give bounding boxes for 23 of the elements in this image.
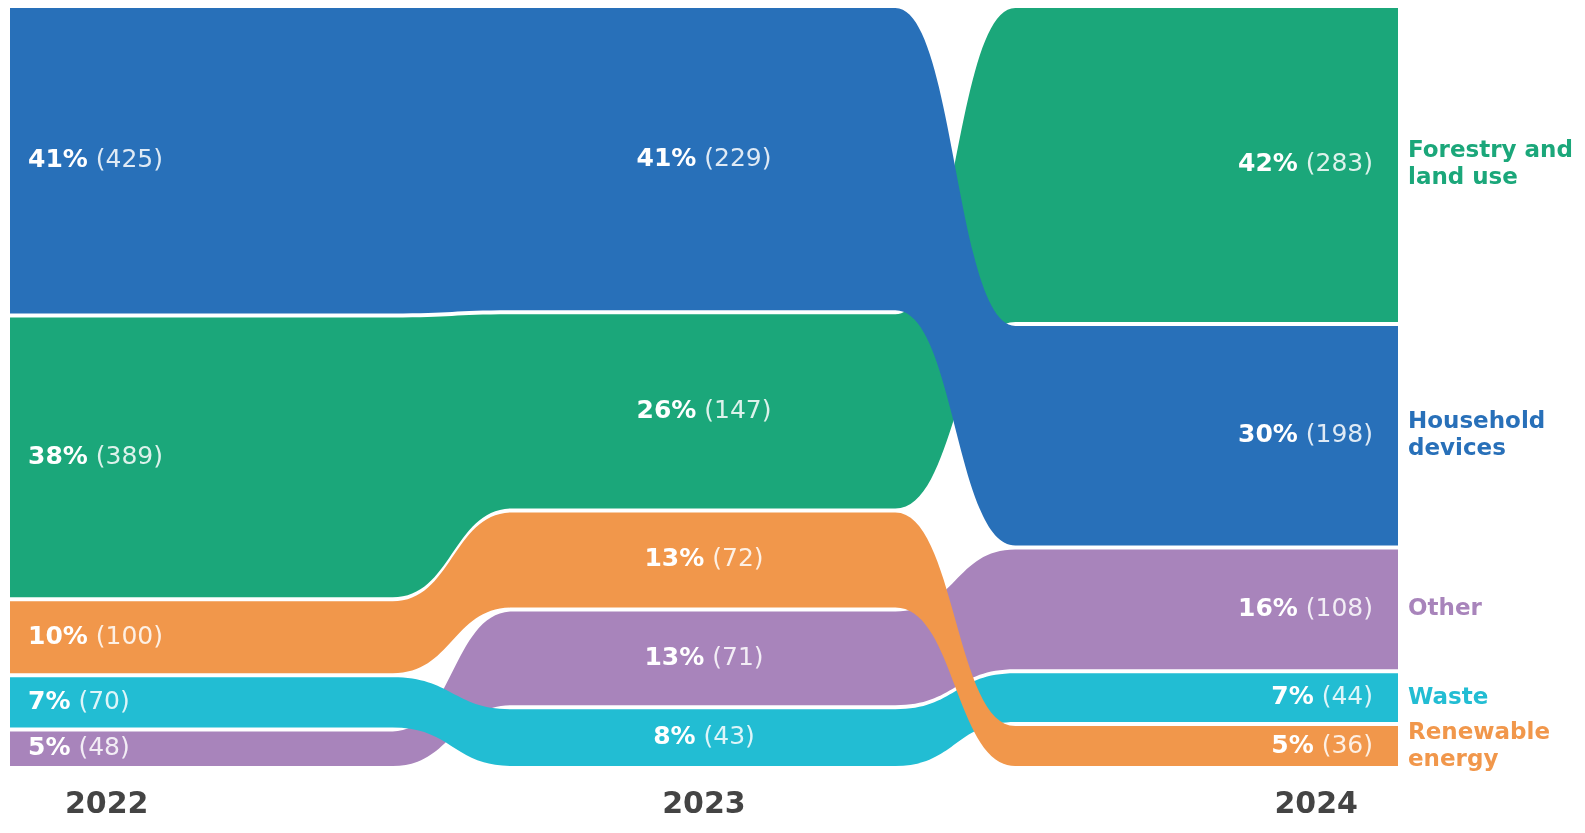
- data-label: 41% (229): [636, 142, 772, 172]
- data-label: 16% (108): [1237, 592, 1373, 622]
- data-label: 5% (36): [1271, 729, 1373, 759]
- data-label: 26% (147): [636, 394, 772, 424]
- data-label: 41% (425): [28, 144, 164, 174]
- data-label: 13% (71): [644, 641, 764, 671]
- category-label: 2023: [662, 784, 746, 820]
- data-label: 38% (389): [28, 440, 164, 470]
- data-label: 42% (283): [1237, 148, 1373, 178]
- legend-label: Forestry and land use: [1408, 136, 1573, 190]
- series-label: Waste: [1408, 682, 1489, 709]
- series-label: Other: [1408, 594, 1483, 621]
- data-label: 13% (72): [644, 543, 764, 573]
- data-label: 7% (44): [1271, 681, 1373, 711]
- series-label: Renewable energy: [1408, 717, 1550, 771]
- data-label: 7% (70): [28, 685, 130, 715]
- legend-label: Household devices: [1408, 407, 1546, 461]
- category-label: 2024: [1274, 784, 1358, 820]
- data-label: 30% (198): [1237, 419, 1373, 449]
- data-label: 10% (100): [28, 620, 164, 650]
- data-label: 5% (48): [28, 732, 130, 762]
- category-label: 2022: [65, 784, 149, 820]
- data-label: 8% (43): [653, 721, 755, 751]
